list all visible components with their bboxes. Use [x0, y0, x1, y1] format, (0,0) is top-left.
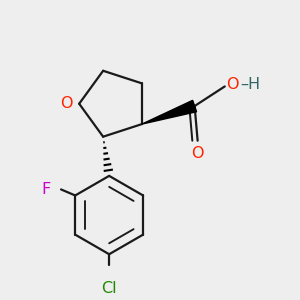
- Text: F: F: [42, 182, 51, 197]
- Text: O: O: [191, 146, 204, 161]
- Text: Cl: Cl: [101, 281, 117, 296]
- Polygon shape: [142, 100, 197, 124]
- Text: O: O: [226, 77, 239, 92]
- Text: O: O: [60, 96, 73, 111]
- Text: –H: –H: [241, 77, 261, 92]
